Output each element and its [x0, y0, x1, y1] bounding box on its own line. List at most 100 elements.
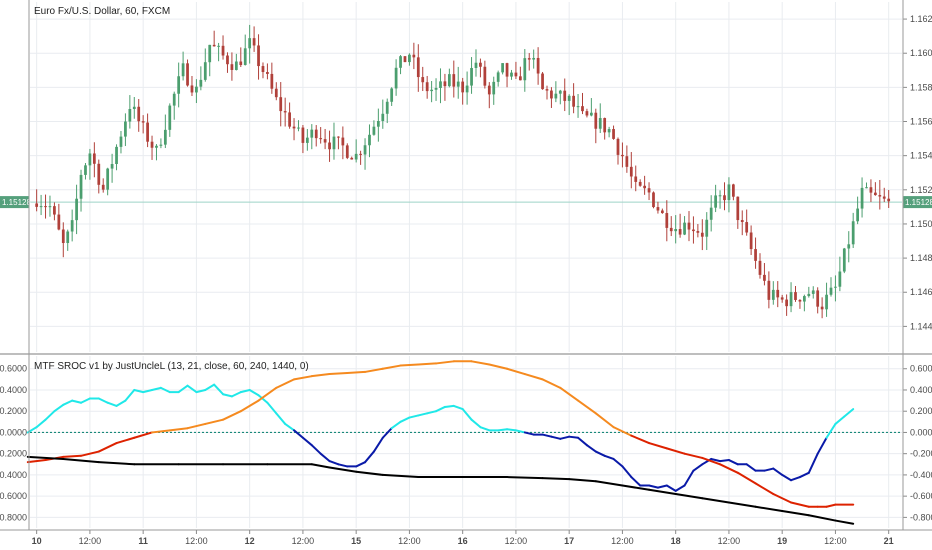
series-medium-segment — [115, 436, 136, 445]
candle-body — [439, 81, 442, 88]
series-medium-segment — [719, 463, 739, 474]
time-tick-label: 12:00 — [824, 536, 847, 546]
series-fast-segment — [204, 383, 216, 391]
series-slow-segment — [674, 493, 704, 500]
series-medium-segment — [665, 447, 686, 455]
time-tick-label: 15 — [351, 536, 361, 546]
indicator-tick-label-left: 0.4000 — [0, 385, 27, 395]
candle-body — [270, 73, 274, 89]
candle-body — [723, 195, 726, 201]
candle-body — [106, 168, 110, 190]
series-fast-segment — [816, 436, 828, 455]
series-fast-segment — [479, 426, 491, 432]
candle-body — [882, 196, 886, 199]
time-tick-label: 12:00 — [505, 536, 528, 546]
series-fast-segment — [790, 476, 801, 482]
candle-body — [479, 62, 482, 67]
candle-body — [79, 174, 83, 199]
series-slow-segment — [754, 505, 784, 513]
series-fast-segment — [337, 463, 349, 468]
indicator-tick-label-left: 0.2000 — [0, 406, 27, 416]
candle-body — [825, 294, 828, 310]
indicator-tick-label-left: -0.6000 — [0, 491, 27, 501]
candle-body — [141, 121, 145, 123]
series-medium-segment — [594, 412, 615, 429]
candle-body — [687, 222, 691, 230]
candle-body — [168, 105, 172, 130]
series-medium-segment — [204, 418, 225, 425]
price-pane[interactable]: Euro Fx/U.S. Dollar, 60, FXCM 1.162001.1… — [0, 2, 932, 352]
indicator-pane[interactable]: MTF SROC v1 by JustUncleL (13, 21, close… — [0, 356, 932, 528]
candle-body — [274, 88, 278, 98]
series-medium-segment — [151, 429, 171, 434]
series-fast-segment — [435, 405, 446, 413]
candle-body — [61, 229, 65, 244]
candle-body — [345, 145, 349, 158]
candle-body — [541, 73, 544, 90]
candle-body — [181, 63, 185, 77]
candle-body — [372, 126, 376, 135]
candle-body — [421, 77, 425, 83]
candle-body — [545, 89, 549, 91]
candle-body — [337, 136, 340, 138]
candle-body — [567, 95, 571, 101]
series-fast-segment — [523, 431, 535, 436]
series-slow-segment — [62, 457, 100, 464]
series-fast-segment — [301, 436, 313, 447]
price-tick-label: 1.16000 — [910, 48, 932, 58]
series-fast-segment — [550, 435, 562, 440]
candle-body — [53, 206, 56, 215]
candle-body — [629, 166, 633, 177]
time-axis[interactable]: 10 12:00 11 12:00 12 12:00 15 12:00 16 12:00 17 12:… — [32, 530, 894, 546]
series-fast-segment — [514, 429, 526, 434]
series-fast-segment — [230, 391, 242, 398]
candle-body — [616, 138, 620, 155]
series-fast-segment — [275, 412, 287, 425]
candle-body — [119, 136, 123, 147]
candle-body — [794, 292, 797, 300]
candle-body — [425, 82, 429, 92]
series-fast-segment — [133, 388, 145, 394]
series-medium-segment — [80, 450, 100, 457]
candle-body — [514, 72, 518, 77]
indicator-tick-label-left: 0.0000 — [0, 427, 27, 437]
series-slow-segment — [594, 480, 624, 487]
indicator-tick-label-right: 0.0000 — [910, 427, 932, 437]
series-medium-segment — [275, 378, 296, 389]
series-medium-segment — [470, 360, 491, 366]
series-slow-segment — [541, 477, 571, 481]
series-fast-segment — [665, 484, 677, 492]
candle-body — [186, 63, 189, 86]
series-slow-segment — [621, 484, 651, 491]
candle-body — [763, 274, 766, 281]
series-fast-segment — [834, 415, 846, 425]
series-slow-segment — [834, 519, 855, 525]
last-price-tags: 1.15128 1.15128 — [0, 196, 932, 209]
series-fast-segment — [399, 416, 411, 423]
series-medium-segment — [310, 373, 331, 378]
candle-body — [354, 153, 358, 160]
series-medium-segment — [222, 410, 242, 421]
candle-body — [487, 85, 491, 95]
series-slow-segment — [727, 501, 757, 508]
candle-body — [385, 101, 389, 114]
series-fast-segment — [390, 420, 402, 430]
time-tick-label: 12:00 — [611, 536, 634, 546]
candle-body — [785, 299, 788, 307]
series-fast-segment — [497, 428, 509, 432]
candle-body — [39, 206, 43, 208]
series-fast-segment — [222, 393, 233, 398]
candle-body — [239, 61, 243, 65]
series-slow-segment — [648, 488, 677, 496]
last-price-label: 1.15128 — [2, 198, 31, 207]
series-fast-segment — [772, 467, 784, 476]
candle-body — [75, 198, 78, 221]
indicator-axes: 0.6000 0.6000 0.4000 0.4000 0.2000 0.2000 0.00… — [0, 364, 932, 523]
price-tick-label: 1.15600 — [910, 117, 932, 127]
candle-body — [283, 111, 287, 113]
candle-body — [328, 142, 331, 150]
series-fast-segment — [106, 401, 118, 407]
candle-body — [811, 290, 815, 294]
candle-body — [554, 93, 558, 99]
